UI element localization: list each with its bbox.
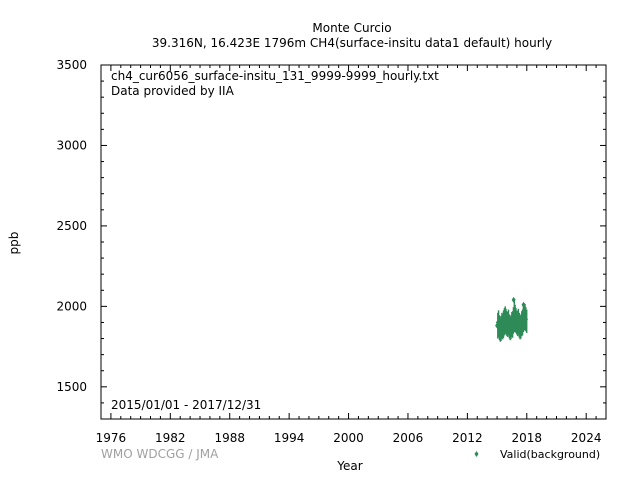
y-tick-label: 3500 (56, 58, 87, 72)
x-tick-label: 1994 (274, 431, 305, 445)
x-tick-label: 2012 (452, 431, 483, 445)
x-tick-label: 2018 (512, 431, 543, 445)
legend: Valid(background) (474, 448, 600, 461)
x-tick-label: 1976 (96, 431, 127, 445)
y-axis-label: ppb (7, 232, 21, 255)
axis-ticks (101, 64, 606, 419)
data-point (509, 321, 514, 328)
legend-marker (474, 451, 479, 457)
filename-annotation: ch4_cur6056_surface-insitu_131_9999-9999… (111, 69, 439, 83)
data-spread (525, 309, 528, 333)
y-tick-label: 1500 (56, 380, 87, 394)
y-tick-label: 2000 (56, 299, 87, 313)
y-tick-label: 3000 (56, 138, 87, 152)
y-tick-label: 2500 (56, 219, 87, 233)
data-point (523, 316, 528, 323)
x-tick-label: 1982 (155, 431, 186, 445)
data-points (495, 296, 528, 342)
chart-subtitle: 39.316N, 16.423E 1796m CH4(surface-insit… (152, 36, 552, 50)
chart-title: Monte Curcio (312, 21, 391, 35)
y-tick-labels: 1500 2000 2500 3000 3500 (56, 58, 87, 394)
x-tick-label: 2000 (333, 431, 364, 445)
data-point (511, 296, 516, 303)
legend-label: Valid(background) (500, 448, 600, 461)
plot-area (100, 64, 607, 420)
x-tick-labels: 1976 1982 1988 1994 2000 2006 2012 2018 2024 (96, 431, 602, 445)
credit-text: WMO WDCGG / JMA (101, 447, 219, 461)
provider-annotation: Data provided by IIA (111, 84, 235, 98)
x-tick-label: 2006 (393, 431, 424, 445)
x-tick-label: 2024 (571, 431, 602, 445)
x-axis-label: Year (336, 459, 362, 473)
x-tick-label: 1988 (214, 431, 245, 445)
date-range-annotation: 2015/01/01 - 2017/12/31 (111, 398, 261, 412)
